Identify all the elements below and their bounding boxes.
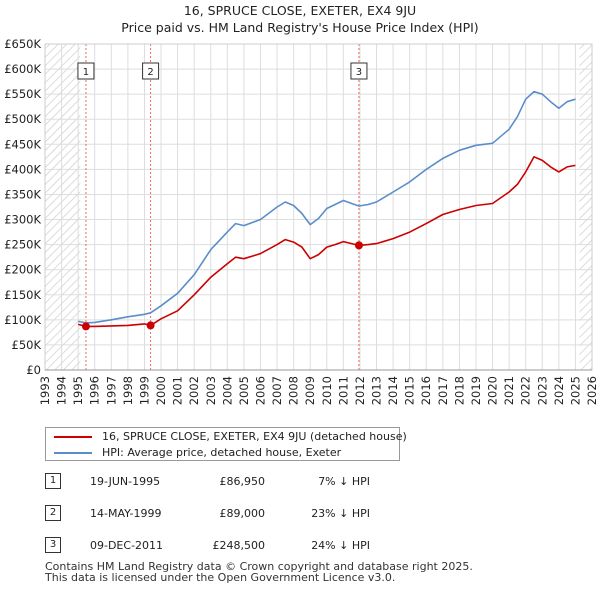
sale-marker-label: 1 xyxy=(83,67,89,78)
legend-swatch-hpi xyxy=(54,452,92,454)
x-tick-label: 2004 xyxy=(220,376,234,405)
x-tick-label: 2018 xyxy=(452,376,466,405)
y-tick-label: £600K xyxy=(4,62,41,76)
y-tick-label: £50K xyxy=(12,338,42,352)
legend-label-hpi: HPI: Average price, detached house, Exet… xyxy=(102,446,342,459)
x-tick-label: 1995 xyxy=(71,376,85,405)
x-tick-label: 2005 xyxy=(237,376,251,405)
x-tick-label: 2023 xyxy=(535,376,549,405)
hpi-line xyxy=(78,90,576,324)
sale-point xyxy=(354,241,363,250)
sale-price: £89,000 xyxy=(219,507,266,520)
footer-copyright: Contains HM Land Registry data © Crown c… xyxy=(45,560,473,573)
sale-marker-label: 3 xyxy=(356,67,362,78)
legend-item-property: 16, SPRUCE CLOSE, EXETER, EX4 9JU (detac… xyxy=(54,429,407,445)
x-tick-label: 2014 xyxy=(386,376,400,405)
sale-marker-box xyxy=(142,62,160,80)
x-tick-label: 2002 xyxy=(187,376,201,405)
sale-marker-box xyxy=(77,62,95,80)
x-tick-label: 2015 xyxy=(403,376,417,405)
sale-point xyxy=(146,321,155,330)
y-tick-label: £650K xyxy=(4,37,41,51)
x-tick-label: 1997 xyxy=(104,376,118,405)
x-tick-label: 2010 xyxy=(320,376,334,405)
x-tick-label: 2024 xyxy=(552,376,566,405)
y-tick-label: £300K xyxy=(4,213,41,227)
sale-hpi-diff: 23% ↓ HPI xyxy=(311,507,370,520)
x-tick-label: 2000 xyxy=(154,376,168,405)
x-tick-label: 2019 xyxy=(469,376,483,405)
sale-point xyxy=(81,322,90,331)
x-tick-label: 1999 xyxy=(137,376,151,405)
y-tick-label: £200K xyxy=(4,263,41,277)
x-tick-label: 2016 xyxy=(419,376,433,405)
property-price-line xyxy=(77,156,576,328)
x-tick-label: 1994 xyxy=(55,376,69,405)
y-tick-label: £0 xyxy=(26,363,41,377)
y-tick-label: £100K xyxy=(4,313,41,327)
x-tick-label: 2025 xyxy=(568,376,582,405)
sale-row: 1 19-JUN-1995 £86,950 7% ↓ HPI xyxy=(45,472,445,492)
y-tick-label: £400K xyxy=(4,162,41,176)
x-tick-label: 2003 xyxy=(204,376,218,405)
y-tick-label: £150K xyxy=(4,288,41,302)
footer: Contains HM Land Registry data © Crown c… xyxy=(45,561,473,583)
sale-date: 09-DEC-2011 xyxy=(90,539,164,552)
x-tick-label: 2021 xyxy=(502,376,516,405)
sale-price: £86,950 xyxy=(219,475,266,488)
x-tick-label: 2013 xyxy=(370,376,384,405)
x-tick-label: 2020 xyxy=(486,376,500,405)
sale-marker-box xyxy=(350,62,368,80)
legend-label-property: 16, SPRUCE CLOSE, EXETER, EX4 9JU (detac… xyxy=(102,430,407,443)
y-tick-label: £250K xyxy=(4,238,41,252)
x-tick-label: 1993 xyxy=(38,376,52,405)
x-tick-label: 2026 xyxy=(585,376,599,405)
sale-number-badge: 1 xyxy=(45,473,61,489)
sale-price: £248,500 xyxy=(212,539,266,552)
sale-hpi-diff: 24% ↓ HPI xyxy=(311,539,370,552)
sale-number-badge: 3 xyxy=(45,537,61,553)
y-tick-label: £550K xyxy=(4,87,41,101)
x-tick-label: 1998 xyxy=(121,376,135,405)
legend-swatch-property xyxy=(54,436,92,438)
x-tick-label: 2022 xyxy=(519,376,533,405)
y-tick-label: £450K xyxy=(4,137,41,151)
x-tick-label: 2012 xyxy=(353,376,367,405)
chart-title: 16, SPRUCE CLOSE, EXETER, EX4 9JU Price … xyxy=(0,2,600,36)
hatched-region xyxy=(579,44,592,370)
chart-title-line1: 16, SPRUCE CLOSE, EXETER, EX4 9JU xyxy=(183,3,417,18)
x-tick-label: 2017 xyxy=(436,376,450,405)
sale-date: 14-MAY-1999 xyxy=(90,507,162,520)
legend-item-hpi: HPI: Average price, detached house, Exet… xyxy=(54,445,341,461)
x-tick-label: 2011 xyxy=(336,376,350,405)
footer-license: This data is licensed under the Open Gov… xyxy=(45,571,396,584)
x-tick-label: 2001 xyxy=(171,376,185,405)
sale-row: 2 14-MAY-1999 £89,000 23% ↓ HPI xyxy=(45,504,445,524)
sale-date: 19-JUN-1995 xyxy=(90,475,161,488)
sale-hpi-diff: 7% ↓ HPI xyxy=(318,475,370,488)
x-tick-label: 2009 xyxy=(303,376,317,405)
chart-area: 1 2 3 £0 £50K £100K £150K £200K £250K £300K £350K… xyxy=(4,37,599,405)
x-tick-label: 2006 xyxy=(253,376,267,405)
legend: 16, SPRUCE CLOSE, EXETER, EX4 9JU (detac… xyxy=(45,427,407,461)
sale-marker-label: 2 xyxy=(147,67,153,78)
plot-frame xyxy=(44,43,593,371)
chart-title-line2: Price paid vs. HM Land Registry's House … xyxy=(121,20,479,35)
sale-number-badge: 2 xyxy=(45,505,61,521)
sale-row: 3 09-DEC-2011 £248,500 24% ↓ HPI xyxy=(45,536,445,556)
y-tick-label: £500K xyxy=(4,112,41,126)
x-tick-label: 2008 xyxy=(287,376,301,405)
y-tick-label: £350K xyxy=(4,187,41,201)
hatched-region xyxy=(45,44,81,370)
x-tick-label: 1996 xyxy=(88,376,102,405)
x-tick-label: 2007 xyxy=(270,376,284,405)
